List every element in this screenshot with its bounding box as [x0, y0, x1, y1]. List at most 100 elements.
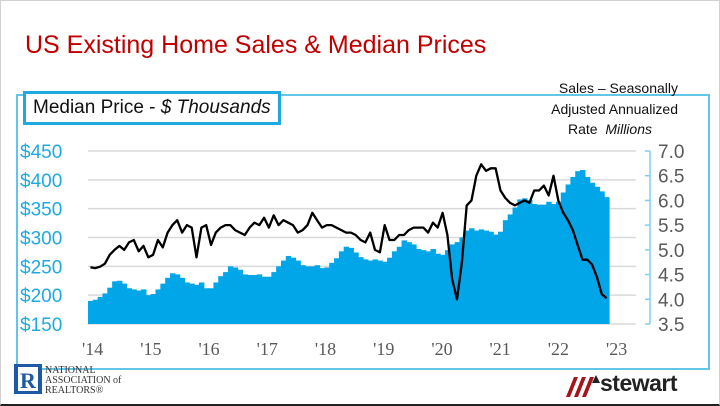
left-axis-label-unit: $ Thousands: [160, 97, 271, 118]
price-bar: [362, 259, 369, 324]
price-bar: [290, 257, 297, 324]
x-tick-label: '19: [373, 339, 394, 359]
price-bar: [136, 290, 142, 324]
price-bar: [440, 254, 446, 324]
price-bar: [300, 265, 306, 324]
price-bar: [227, 266, 234, 324]
price-bar: [580, 170, 586, 324]
right-tick-label: 5.0: [658, 241, 684, 262]
price-bar: [464, 230, 470, 324]
price-bar: [512, 207, 518, 324]
price-bar: [203, 288, 210, 324]
price-bar: [160, 283, 166, 324]
price-bar: [555, 201, 562, 324]
nar-logo-text: NATIONAL ASSOCIATION of REALTORS®: [45, 366, 121, 396]
left-tick-label: $150: [20, 315, 62, 336]
price-bar: [179, 277, 186, 324]
price-bar: [170, 273, 176, 324]
left-tick-label: $250: [20, 257, 62, 278]
price-bar: [165, 277, 171, 324]
price-bar: [401, 240, 407, 324]
price-bar: [406, 242, 412, 324]
price-bar: [194, 284, 200, 324]
x-tick-label: '22: [548, 339, 569, 359]
price-bar: [266, 276, 272, 324]
price-bar: [488, 231, 494, 324]
price-bar: [411, 244, 417, 324]
price-bar: [599, 191, 605, 324]
price-bar: [420, 250, 427, 324]
price-bar: [338, 251, 345, 324]
price-bar: [141, 289, 147, 324]
price-bar: [309, 266, 316, 324]
price-bar: [198, 282, 205, 324]
price-bar: [334, 258, 340, 324]
right-axis-label: Sales – Seasonally Adjusted Annualized R…: [518, 78, 678, 140]
price-bar: [425, 251, 432, 324]
price-bar: [232, 267, 239, 324]
price-bar: [218, 276, 224, 324]
price-bar: [131, 289, 137, 324]
stewart-logo-text: stewart: [600, 370, 678, 396]
price-bar: [237, 269, 243, 324]
left-axis-label: Median Price - $ Thousands: [23, 91, 281, 125]
price-bar: [126, 288, 133, 324]
price-bar: [150, 294, 157, 324]
right-axis-label-line1: Sales – Seasonally: [558, 80, 678, 96]
price-bar: [565, 184, 572, 324]
price-bar: [396, 246, 403, 324]
price-bar: [372, 259, 379, 324]
price-bar: [589, 182, 596, 324]
price-bar: [329, 262, 335, 324]
price-bar: [502, 220, 509, 324]
right-tick-label: 6.0: [658, 191, 684, 212]
price-bar: [551, 204, 557, 324]
price-bar: [112, 281, 118, 324]
price-bar: [435, 253, 441, 324]
price-bar: [531, 204, 538, 324]
price-bar: [522, 198, 528, 324]
x-tick-label: '21: [490, 339, 511, 359]
price-bar: [92, 299, 99, 324]
price-bar: [184, 282, 190, 324]
price-bar: [454, 242, 461, 324]
right-axis-label-line3: Rate Millions: [518, 119, 678, 140]
price-bar: [387, 257, 393, 324]
price-bar: [526, 200, 533, 324]
price-bar: [343, 246, 350, 324]
right-tick-label: 4.0: [658, 290, 684, 311]
price-bar: [483, 230, 489, 324]
price-bar: [546, 201, 552, 324]
price-bar: [358, 257, 364, 324]
price-bar: [256, 274, 263, 324]
right-tick-label: 6.5: [658, 167, 684, 188]
price-bar: [213, 282, 219, 324]
price-bar: [478, 229, 485, 324]
price-bar: [208, 288, 215, 324]
right-axis-label-rate: Rate: [567, 121, 598, 137]
price-bar: [189, 283, 195, 324]
x-tick-label: '14: [82, 339, 103, 359]
price-bar: [97, 296, 104, 324]
price-bar: [473, 230, 480, 324]
price-bar: [242, 274, 248, 324]
price-bar: [584, 176, 591, 324]
price-bar: [377, 260, 383, 324]
price-bar: [223, 272, 229, 324]
x-tick-label: '18: [315, 339, 336, 359]
price-bar: [271, 272, 277, 324]
right-tick-label: 4.5: [658, 266, 684, 287]
price-bar: [280, 260, 287, 324]
left-tick-label: $300: [20, 229, 62, 250]
price-bar: [367, 260, 374, 324]
nar-line-3: REALTORS®: [45, 385, 104, 396]
price-bar: [353, 252, 359, 324]
price-bar: [319, 268, 325, 324]
price-bar: [391, 251, 398, 324]
price-bar: [536, 204, 543, 324]
price-bar: [295, 260, 301, 324]
price-bar: [570, 176, 576, 324]
price-bar: [416, 249, 422, 324]
x-tick-label: '16: [198, 339, 219, 359]
